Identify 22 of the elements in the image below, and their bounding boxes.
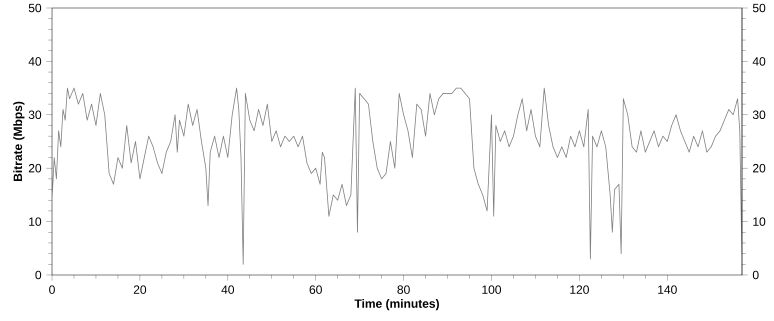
y-tick-label: 30 [28, 110, 42, 120]
y2-tick-label: 50 [752, 4, 766, 12]
y2-tick-label: 20 [753, 164, 766, 172]
x-tick-label: 120 [570, 285, 589, 294]
x-tick-label: 20 [134, 285, 146, 294]
y2-tick-label: 10 [753, 217, 766, 226]
x-tick-label: 0 [49, 285, 55, 294]
x-tick-label: 40 [221, 285, 234, 294]
y-tick-label: 10 [29, 217, 42, 226]
y-tick-label: 20 [28, 164, 42, 172]
x-tick-label: 80 [397, 285, 410, 294]
y-axis-title: Bitrate (Mbps) [13, 102, 24, 182]
x-tick-label: 140 [658, 285, 677, 294]
y-tick-label: 0 [35, 270, 42, 280]
y2-tick-label: 0 [752, 270, 759, 280]
x-tick-label: 100 [482, 285, 502, 294]
y2-tick-label: 30 [752, 110, 766, 120]
x-axis-title: Time (minutes) [354, 299, 439, 310]
y-tick-label: 40 [28, 57, 42, 66]
y2-tick-label: 40 [752, 57, 766, 66]
y-tick-label: 50 [28, 4, 42, 12]
x-tick-label: 60 [310, 285, 322, 294]
